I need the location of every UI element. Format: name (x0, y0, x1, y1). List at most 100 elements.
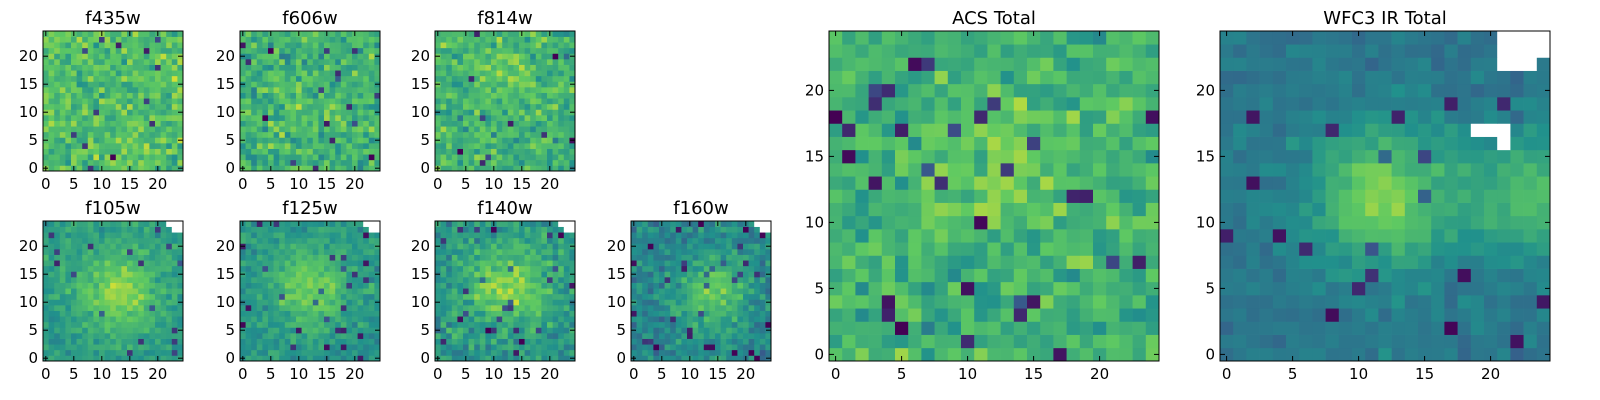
heatmap-cell (457, 338, 464, 345)
heatmap-cell (290, 70, 297, 77)
heatmap-cell (491, 148, 497, 155)
heatmap-cell (104, 305, 111, 311)
heatmap-cell (335, 115, 342, 121)
heatmap-cell (681, 316, 688, 323)
heatmap-cell (251, 221, 258, 227)
heatmap-cell (675, 260, 682, 267)
heatmap-cell (569, 131, 576, 138)
heatmap-cell (76, 310, 83, 317)
heatmap-cell (765, 277, 772, 283)
heatmap-cell (513, 64, 520, 71)
heatmap-cell (357, 355, 364, 362)
heatmap-cell (440, 143, 447, 149)
heatmap-cell (748, 260, 755, 267)
heatmap-cell (121, 92, 128, 99)
heatmap-cell (301, 159, 308, 166)
heatmap-cell (121, 148, 128, 155)
heatmap-cell (352, 92, 358, 99)
heatmap-cell (368, 165, 375, 172)
heatmap-cell (363, 53, 370, 60)
panel-frame (239, 30, 381, 172)
heatmap-cell (240, 265, 246, 272)
heatmap-cell (552, 355, 559, 362)
heatmap-cell (138, 221, 145, 227)
heatmap-cell (357, 243, 364, 250)
heatmap-cell (457, 221, 464, 227)
heatmap-cell (127, 288, 133, 295)
heatmap-cell (368, 64, 375, 71)
heatmap-cell (507, 59, 514, 65)
heatmap-cell (335, 36, 342, 43)
heatmap-cell (43, 316, 49, 323)
heatmap-cell (868, 242, 883, 256)
heatmap-cell (1093, 295, 1107, 309)
heatmap-cell (324, 265, 330, 272)
heatmap-cell (474, 226, 481, 233)
heatmap-cell (93, 137, 100, 144)
heatmap-cell (273, 344, 280, 351)
heatmap-cell (59, 349, 66, 356)
heatmap-cell (530, 265, 537, 272)
heatmap-cell (48, 75, 55, 82)
heatmap-cell (307, 316, 314, 323)
heatmap-cell (524, 249, 531, 255)
heatmap-cell (524, 316, 531, 323)
heatmap-cell (160, 327, 167, 334)
heatmap-cell (307, 260, 314, 267)
heatmap-cell (541, 310, 548, 317)
heatmap-cell (479, 53, 486, 60)
heatmap-cell (284, 338, 291, 345)
heatmap-cell (104, 120, 111, 127)
heatmap-cell (519, 81, 525, 88)
heatmap-cell (149, 115, 156, 121)
heatmap-cell (569, 120, 576, 127)
heatmap-cell (245, 355, 252, 362)
heatmap-cell (1013, 308, 1028, 322)
heatmap-cell (987, 189, 1001, 203)
heatmap-cell (110, 277, 117, 283)
heatmap-cell (115, 126, 122, 133)
heatmap-cell (268, 120, 274, 127)
heatmap-cell (76, 260, 83, 267)
heatmap-cell (329, 321, 336, 328)
heatmap-cell (692, 310, 699, 317)
heatmap-cell (636, 271, 643, 278)
heatmap-cell (670, 282, 677, 289)
heatmap-cell (451, 333, 458, 339)
heatmap-cell (307, 355, 314, 362)
heatmap-cell (363, 293, 370, 300)
heatmap-cell (446, 81, 453, 88)
heatmap-cell (279, 115, 286, 121)
heatmap-cell (99, 137, 105, 144)
heatmap-cell (703, 282, 710, 289)
heatmap-cell (121, 81, 128, 88)
heatmap-cell (502, 47, 509, 54)
heatmap-cell (48, 98, 55, 105)
heatmap-cell (240, 282, 246, 289)
heatmap-cell (507, 103, 514, 110)
heatmap-cell (457, 159, 464, 166)
heatmap-cell (368, 277, 375, 283)
heatmap-cell (563, 81, 570, 88)
heatmap-cell (307, 92, 314, 99)
heatmap-cell (166, 36, 173, 43)
heatmap-cell (59, 221, 66, 227)
heatmap-cell (569, 36, 576, 43)
heatmap-cell (435, 126, 441, 133)
heatmap-cell (279, 321, 286, 328)
heatmap-cell (558, 53, 565, 60)
heatmap-cell (251, 98, 258, 105)
heatmap-cell (346, 159, 353, 166)
heatmap-cell (240, 237, 246, 244)
heatmap-cell (519, 47, 525, 54)
heatmap-cell (340, 53, 347, 60)
heatmap-cell (329, 221, 336, 227)
heatmap-cell (535, 254, 542, 261)
heatmap-cell (921, 308, 935, 322)
heatmap-cell (479, 338, 486, 345)
heatmap-cell (138, 226, 145, 233)
heatmap-cell (71, 42, 77, 49)
heatmap-cell (256, 321, 263, 328)
heatmap-cell (93, 232, 100, 239)
heatmap-cell (48, 70, 55, 77)
